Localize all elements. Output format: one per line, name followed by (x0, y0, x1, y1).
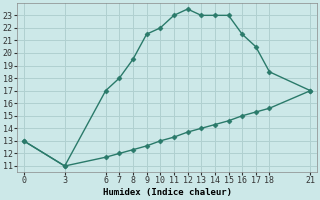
X-axis label: Humidex (Indice chaleur): Humidex (Indice chaleur) (103, 188, 232, 197)
